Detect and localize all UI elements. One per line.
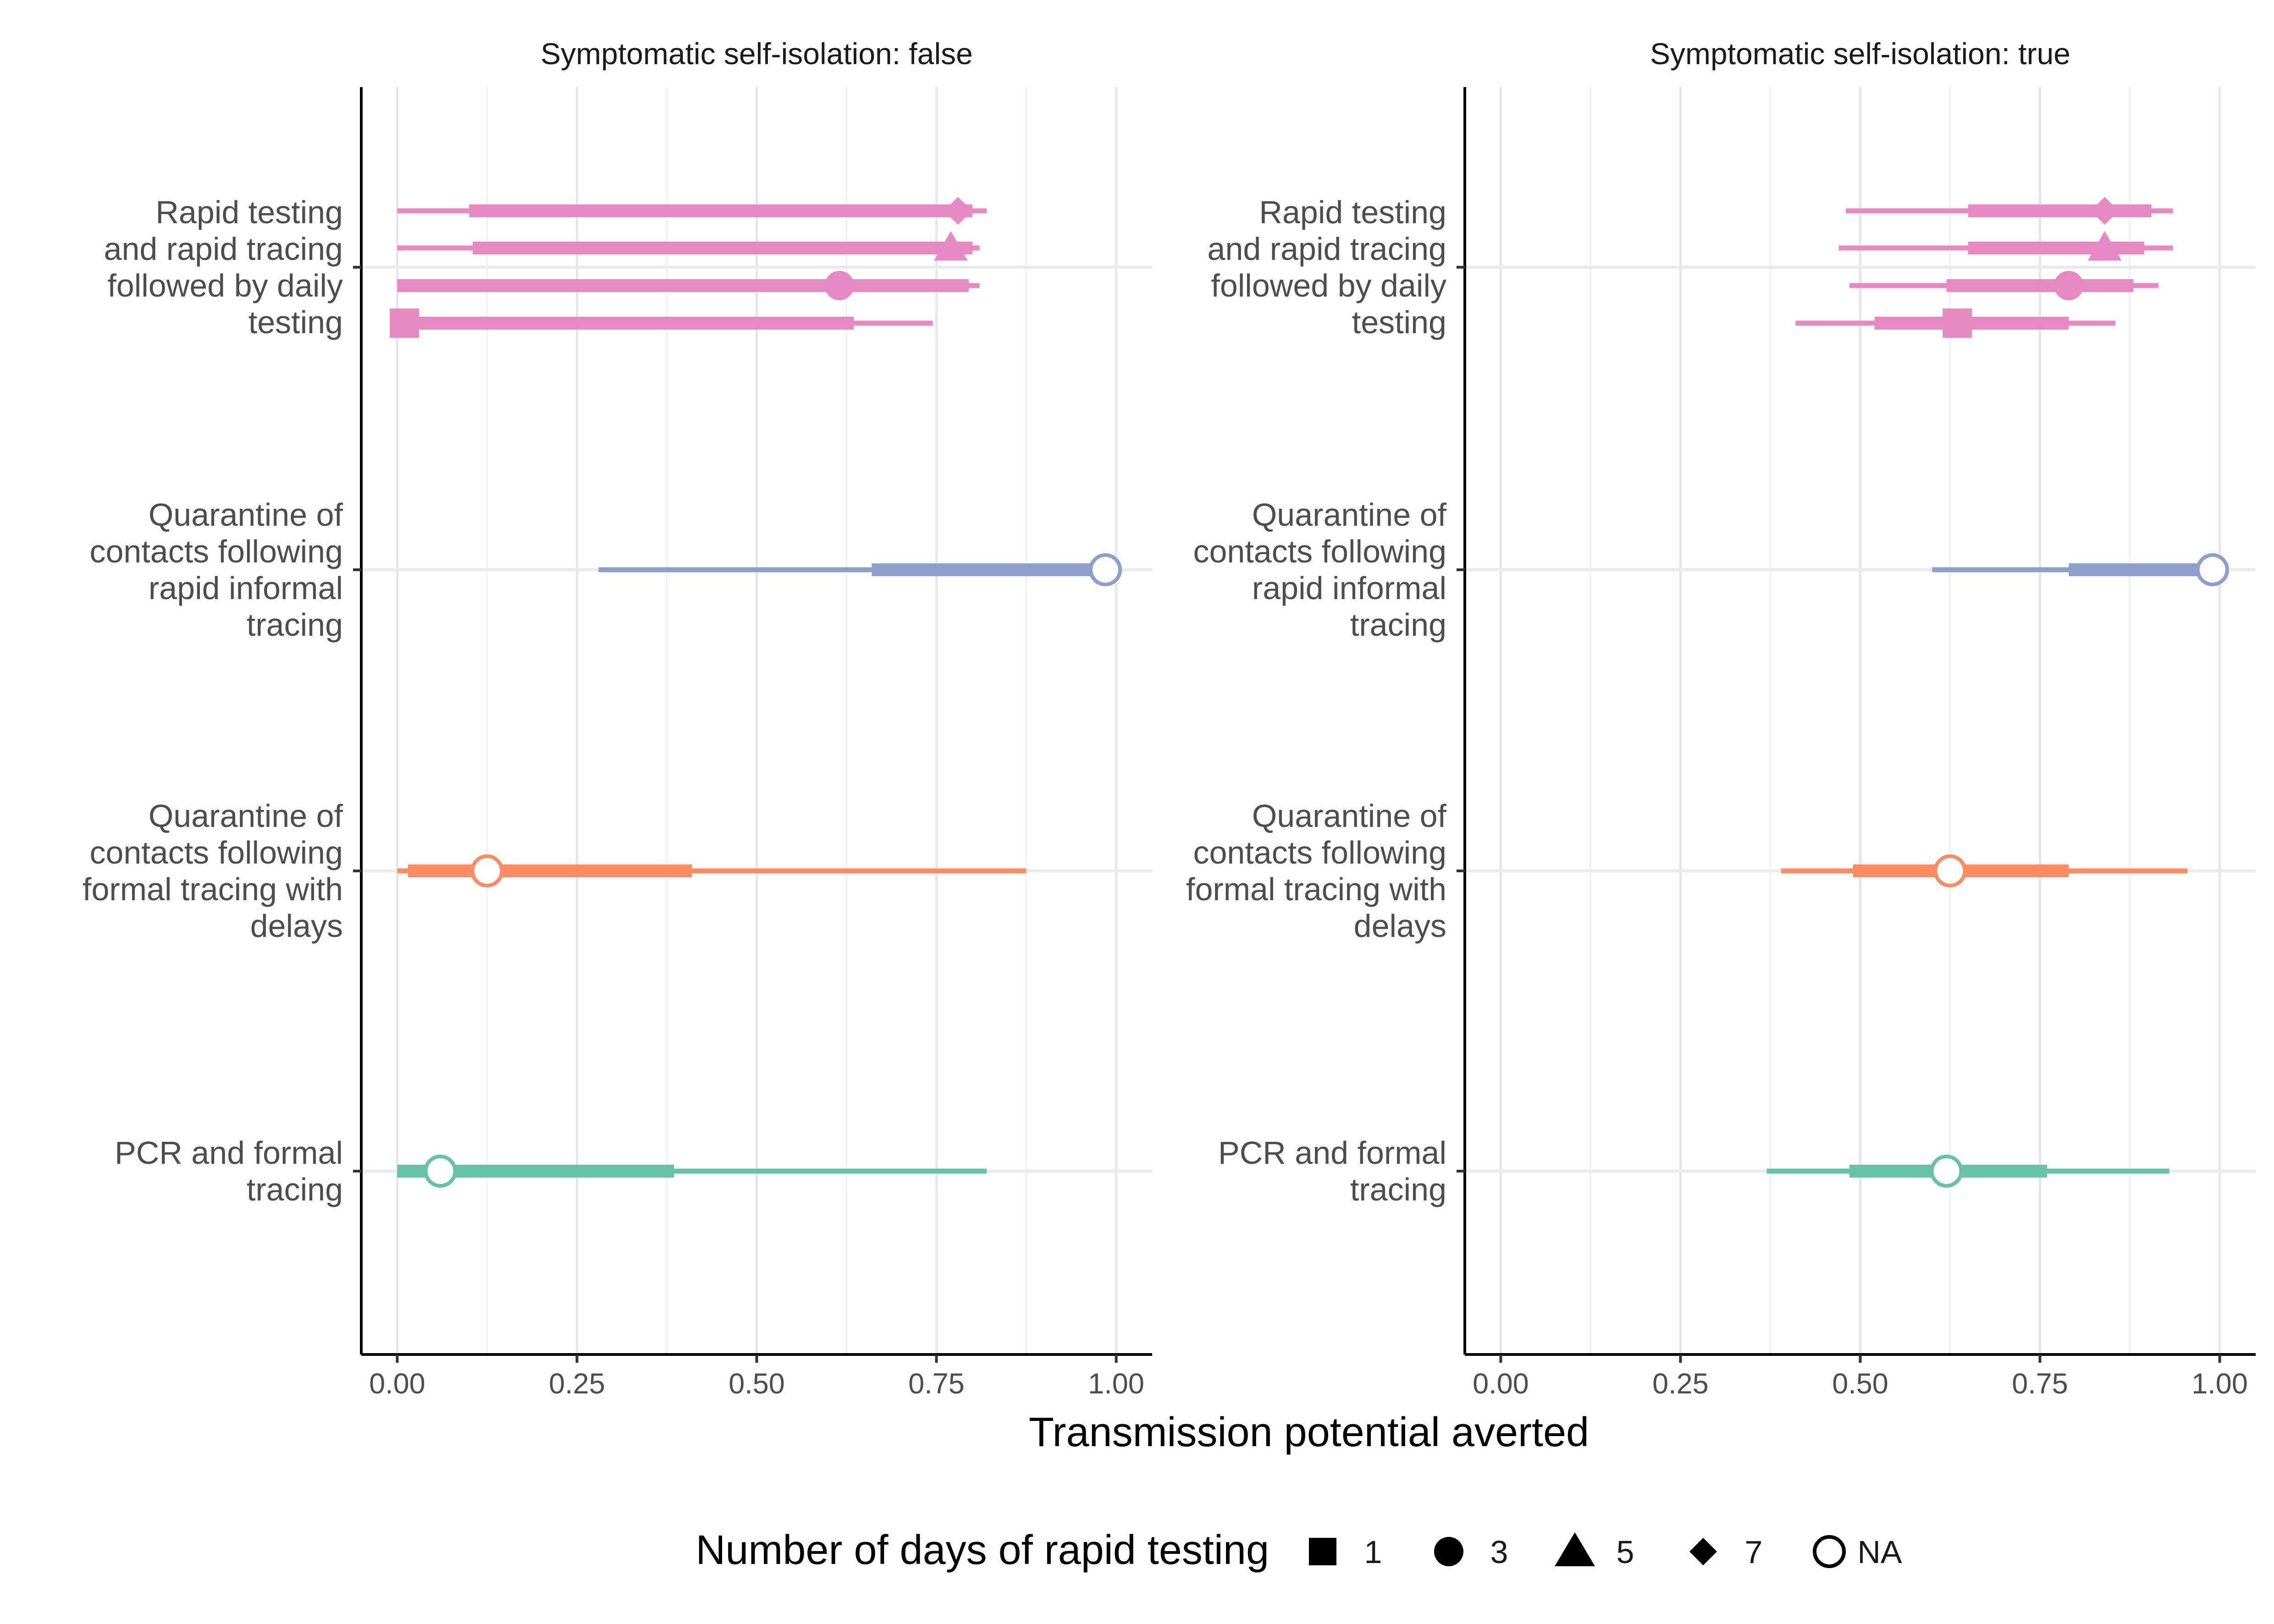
y-tick-label: contacts following — [89, 835, 343, 870]
legend-key — [1434, 1537, 1463, 1566]
y-tick-label: PCR and formal — [1218, 1135, 1446, 1171]
legend: Number of days of rapid testing 1 3 5 7 NA — [695, 1527, 1902, 1573]
y-tick-label: delays — [250, 908, 343, 944]
y-tick-label: contacts following — [1193, 534, 1446, 569]
y-tick-label: Quarantine of — [1252, 798, 1447, 834]
legend-title: Number of days of rapid testing — [695, 1527, 1269, 1573]
y-tick-label: Quarantine of — [1252, 497, 1447, 533]
legend-label: NA — [1857, 1534, 1902, 1570]
series-pcr-and-formal-tracing-days-na — [397, 1155, 987, 1188]
y-tick-label: followed by daily — [1211, 268, 1446, 303]
series-rapid-testing-and-rapid-tracing-followed-by-daily-testing-days-7 — [1846, 197, 2173, 225]
panel-title: Symptomatic self-isolation: false — [541, 37, 973, 71]
legend-key — [1309, 1538, 1336, 1565]
median-point — [2091, 197, 2119, 225]
series-quarantine-of-contacts-following-rapid-informal-tracing-days-na — [598, 553, 1122, 586]
legend-key — [1813, 1535, 1846, 1568]
median-point — [944, 197, 972, 225]
y-tick-label: Rapid testing — [1259, 194, 1446, 230]
series-pcr-and-formal-tracing-days-na — [1766, 1155, 2169, 1188]
y-tick-label: tracing — [1350, 1172, 1446, 1207]
y-tick-label: testing — [248, 304, 343, 340]
y-tick-label: rapid informal — [149, 570, 343, 606]
y-tick-label: formal tracing with — [1186, 871, 1446, 907]
y-tick-label: and rapid tracing — [1208, 231, 1446, 267]
y-tick-label: formal tracing with — [83, 871, 343, 907]
y-tick-label: delays — [1354, 908, 1446, 944]
y-tick-label: Quarantine of — [149, 497, 343, 533]
legend-label: 7 — [1745, 1534, 1763, 1570]
x-tick-label: 0.75 — [2012, 1368, 2068, 1400]
y-tick-label: contacts following — [89, 534, 343, 569]
median-point — [390, 308, 419, 338]
legend-item-na: NA — [1813, 1534, 1902, 1570]
y-tick-label: tracing — [247, 1172, 343, 1207]
x-tick-label: 0.25 — [549, 1368, 605, 1400]
y-tick-label: contacts following — [1193, 835, 1446, 870]
legend-key — [1689, 1538, 1717, 1565]
series-quarantine-of-contacts-following-formal-tracing-with-delays-days-na — [397, 854, 1027, 887]
y-tick-label: PCR and formal — [115, 1135, 343, 1171]
legend-item-1: 1 — [1309, 1534, 1382, 1570]
legend-item-5: 5 — [1555, 1532, 1634, 1570]
legend-label: 1 — [1364, 1534, 1382, 1570]
x-tick-label: 0.50 — [1832, 1368, 1888, 1400]
x-tick-label: 0.00 — [1473, 1368, 1529, 1400]
y-tick-label: Quarantine of — [149, 798, 343, 834]
x-tick-label: 0.25 — [1652, 1368, 1709, 1400]
y-tick-label: Rapid testing — [155, 194, 343, 230]
median-point — [2196, 553, 2229, 586]
series-rapid-testing-and-rapid-tracing-followed-by-daily-testing-days-3 — [1849, 271, 2159, 300]
legend-item-3: 3 — [1434, 1534, 1508, 1570]
y-tick-label: tracing — [1350, 607, 1446, 643]
median-point — [1943, 308, 1972, 338]
median-point — [934, 231, 968, 261]
median-point — [1089, 553, 1122, 586]
series-quarantine-of-contacts-following-rapid-informal-tracing-days-na — [1932, 553, 2229, 586]
series-rapid-testing-and-rapid-tracing-followed-by-daily-testing-days-5 — [397, 231, 980, 261]
panel-true: Symptomatic self-isolation: true 0.00 0.25… — [1186, 37, 2256, 1400]
x-tick-label: 0.00 — [369, 1368, 425, 1400]
x-tick-label: 1.00 — [1088, 1368, 1144, 1400]
x-tick-label: 0.75 — [908, 1368, 965, 1400]
median-point — [424, 1155, 457, 1188]
x-axis-title: Transmission potential averted — [1029, 1409, 1589, 1455]
series-rapid-testing-and-rapid-tracing-followed-by-daily-testing-days-5 — [1838, 231, 2173, 261]
panel-false: Symptomatic self-isolation: false 0.00 0.2… — [83, 37, 1152, 1400]
legend-key — [1555, 1532, 1595, 1566]
legend-label: 3 — [1490, 1534, 1508, 1570]
series-rapid-testing-and-rapid-tracing-followed-by-daily-testing-days-1 — [1795, 308, 2116, 338]
x-tick-label: 1.00 — [2191, 1368, 2248, 1400]
median-point — [824, 271, 854, 300]
median-point — [470, 854, 504, 887]
median-point — [2087, 231, 2122, 261]
y-tick-label: and rapid tracing — [104, 231, 343, 267]
y-tick-label: followed by daily — [107, 268, 343, 303]
series-quarantine-of-contacts-following-formal-tracing-with-delays-days-na — [1781, 854, 2188, 887]
legend-item-7: 7 — [1689, 1534, 1762, 1570]
legend-label: 5 — [1617, 1534, 1634, 1570]
median-point — [1933, 854, 1967, 887]
y-tick-label: tracing — [247, 607, 343, 643]
panel-title: Symptomatic self-isolation: true — [1650, 37, 2070, 71]
y-tick-label: rapid informal — [1252, 570, 1446, 606]
median-point — [2054, 271, 2084, 300]
series-rapid-testing-and-rapid-tracing-followed-by-daily-testing-days-7 — [397, 197, 987, 225]
x-tick-label: 0.50 — [729, 1368, 785, 1400]
series-rapid-testing-and-rapid-tracing-followed-by-daily-testing-days-1 — [390, 308, 933, 338]
median-point — [1930, 1155, 1963, 1188]
y-tick-label: testing — [1352, 304, 1446, 340]
series-rapid-testing-and-rapid-tracing-followed-by-daily-testing-days-3 — [397, 271, 980, 300]
